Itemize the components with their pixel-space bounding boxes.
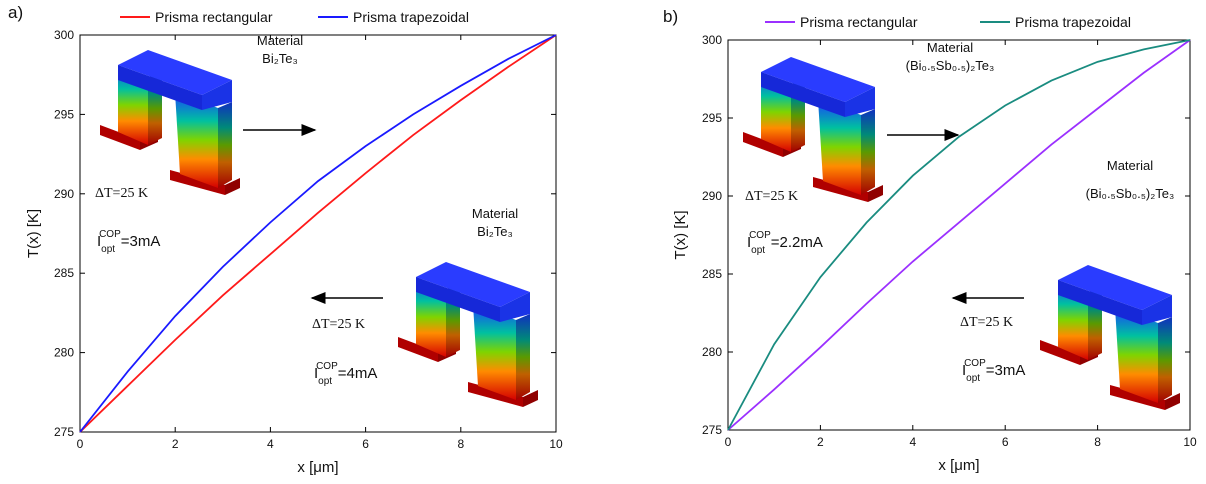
material-formula: Bi₂Te₃ [477,224,513,239]
x-tick-label: 6 [362,437,369,451]
material-formula: Bi₂Te₃ [262,51,298,66]
y-tick-label: 285 [54,266,74,280]
series-line [79,34,557,433]
panel: b) 0 2 4 6 8 10 275 280 285 290 295 300 x [μm] T(x) [K… [663,7,1197,474]
y-axis-title: T(x) [K] [672,210,689,259]
legend-text: Prisma trapezoidal [1015,14,1131,30]
y-tick-label: 280 [54,346,74,360]
panel-label: b) [663,7,678,26]
delta-t: ΔT=25 K [312,317,365,332]
y-tick-label: 295 [702,111,722,125]
y-tick-label: 280 [702,345,722,359]
y-tick-label: 295 [54,107,74,121]
x-axis-title: x [μm] [938,457,979,474]
material-label: Material [927,40,973,55]
delta-t: ΔT=25 K [960,315,1013,330]
x-tick-label: 8 [457,437,464,451]
optimal-current: Iopt COP=3mA [97,229,160,255]
current-value: =3mA [121,233,161,250]
current-sub: opt [318,376,332,387]
x-tick-label: 6 [1002,435,1009,449]
y-tick-label: 290 [702,189,722,203]
device-illustration [398,262,538,407]
x-tick-label: 4 [909,435,916,449]
series-line [79,34,557,433]
y-tick-label: 290 [54,187,74,201]
current-sup: COP [964,358,986,369]
current-symbol: I [747,234,751,251]
current-sub: opt [966,373,980,384]
x-tick-label: 8 [1094,435,1101,449]
delta-t: ΔT=25 K [95,186,148,201]
device-illustration [743,57,883,202]
y-tick-label: 300 [54,28,74,42]
series-line [727,39,1191,431]
legend-text: Prisma rectangular [155,9,273,25]
legend-text: Prisma trapezoidal [353,9,469,25]
material-label: Material [1107,158,1153,173]
y-tick-label: 275 [54,425,74,439]
panel: a) 0 2 4 6 8 10 275 280 285 290 295 300 x [μm] T(x) [K… [8,3,563,476]
x-tick-label: 2 [172,437,179,451]
current-value: =4mA [338,365,378,382]
y-tick-label: 300 [702,33,722,47]
x-tick-label: 10 [549,437,563,451]
panel-label: a) [8,3,23,22]
y-tick-label: 275 [702,423,722,437]
material-label: Material [472,206,518,221]
delta-t: ΔT=25 K [745,189,798,204]
y-axis-title: T(x) [K] [25,209,42,258]
material-formula: (Bi₀.₅Sb₀.₅)₂Te₃ [906,58,995,73]
device-illustration [1040,265,1180,410]
x-tick-label: 0 [725,435,732,449]
x-tick-label: 4 [267,437,274,451]
optimal-current: Iopt COP=3mA [962,358,1025,384]
current-sup: COP [316,361,338,372]
current-sup: COP [99,229,121,240]
plot-frame [727,39,1191,431]
optimal-current: Iopt COP=4mA [314,361,377,387]
legend-text: Prisma rectangular [800,14,918,30]
current-sub: opt [751,245,765,256]
device-illustration [100,50,240,195]
current-value: =2.2mA [771,234,823,251]
current-sup: COP [749,230,771,241]
x-tick-label: 10 [1183,435,1197,449]
series-line [727,39,1191,431]
x-tick-label: 0 [77,437,84,451]
plot-frame [79,34,557,433]
material-label: Material [257,33,303,48]
current-symbol: I [314,365,318,382]
optimal-current: Iopt COP=2.2mA [747,230,823,256]
x-axis-title: x [μm] [297,459,338,476]
material-formula: (Bi₀.₅Sb₀.₅)₂Te₃ [1086,186,1175,201]
current-sub: opt [101,244,115,255]
x-tick-label: 2 [817,435,824,449]
current-symbol: I [97,233,101,250]
y-tick-label: 285 [702,267,722,281]
current-symbol: I [962,362,966,379]
current-value: =3mA [986,362,1026,379]
